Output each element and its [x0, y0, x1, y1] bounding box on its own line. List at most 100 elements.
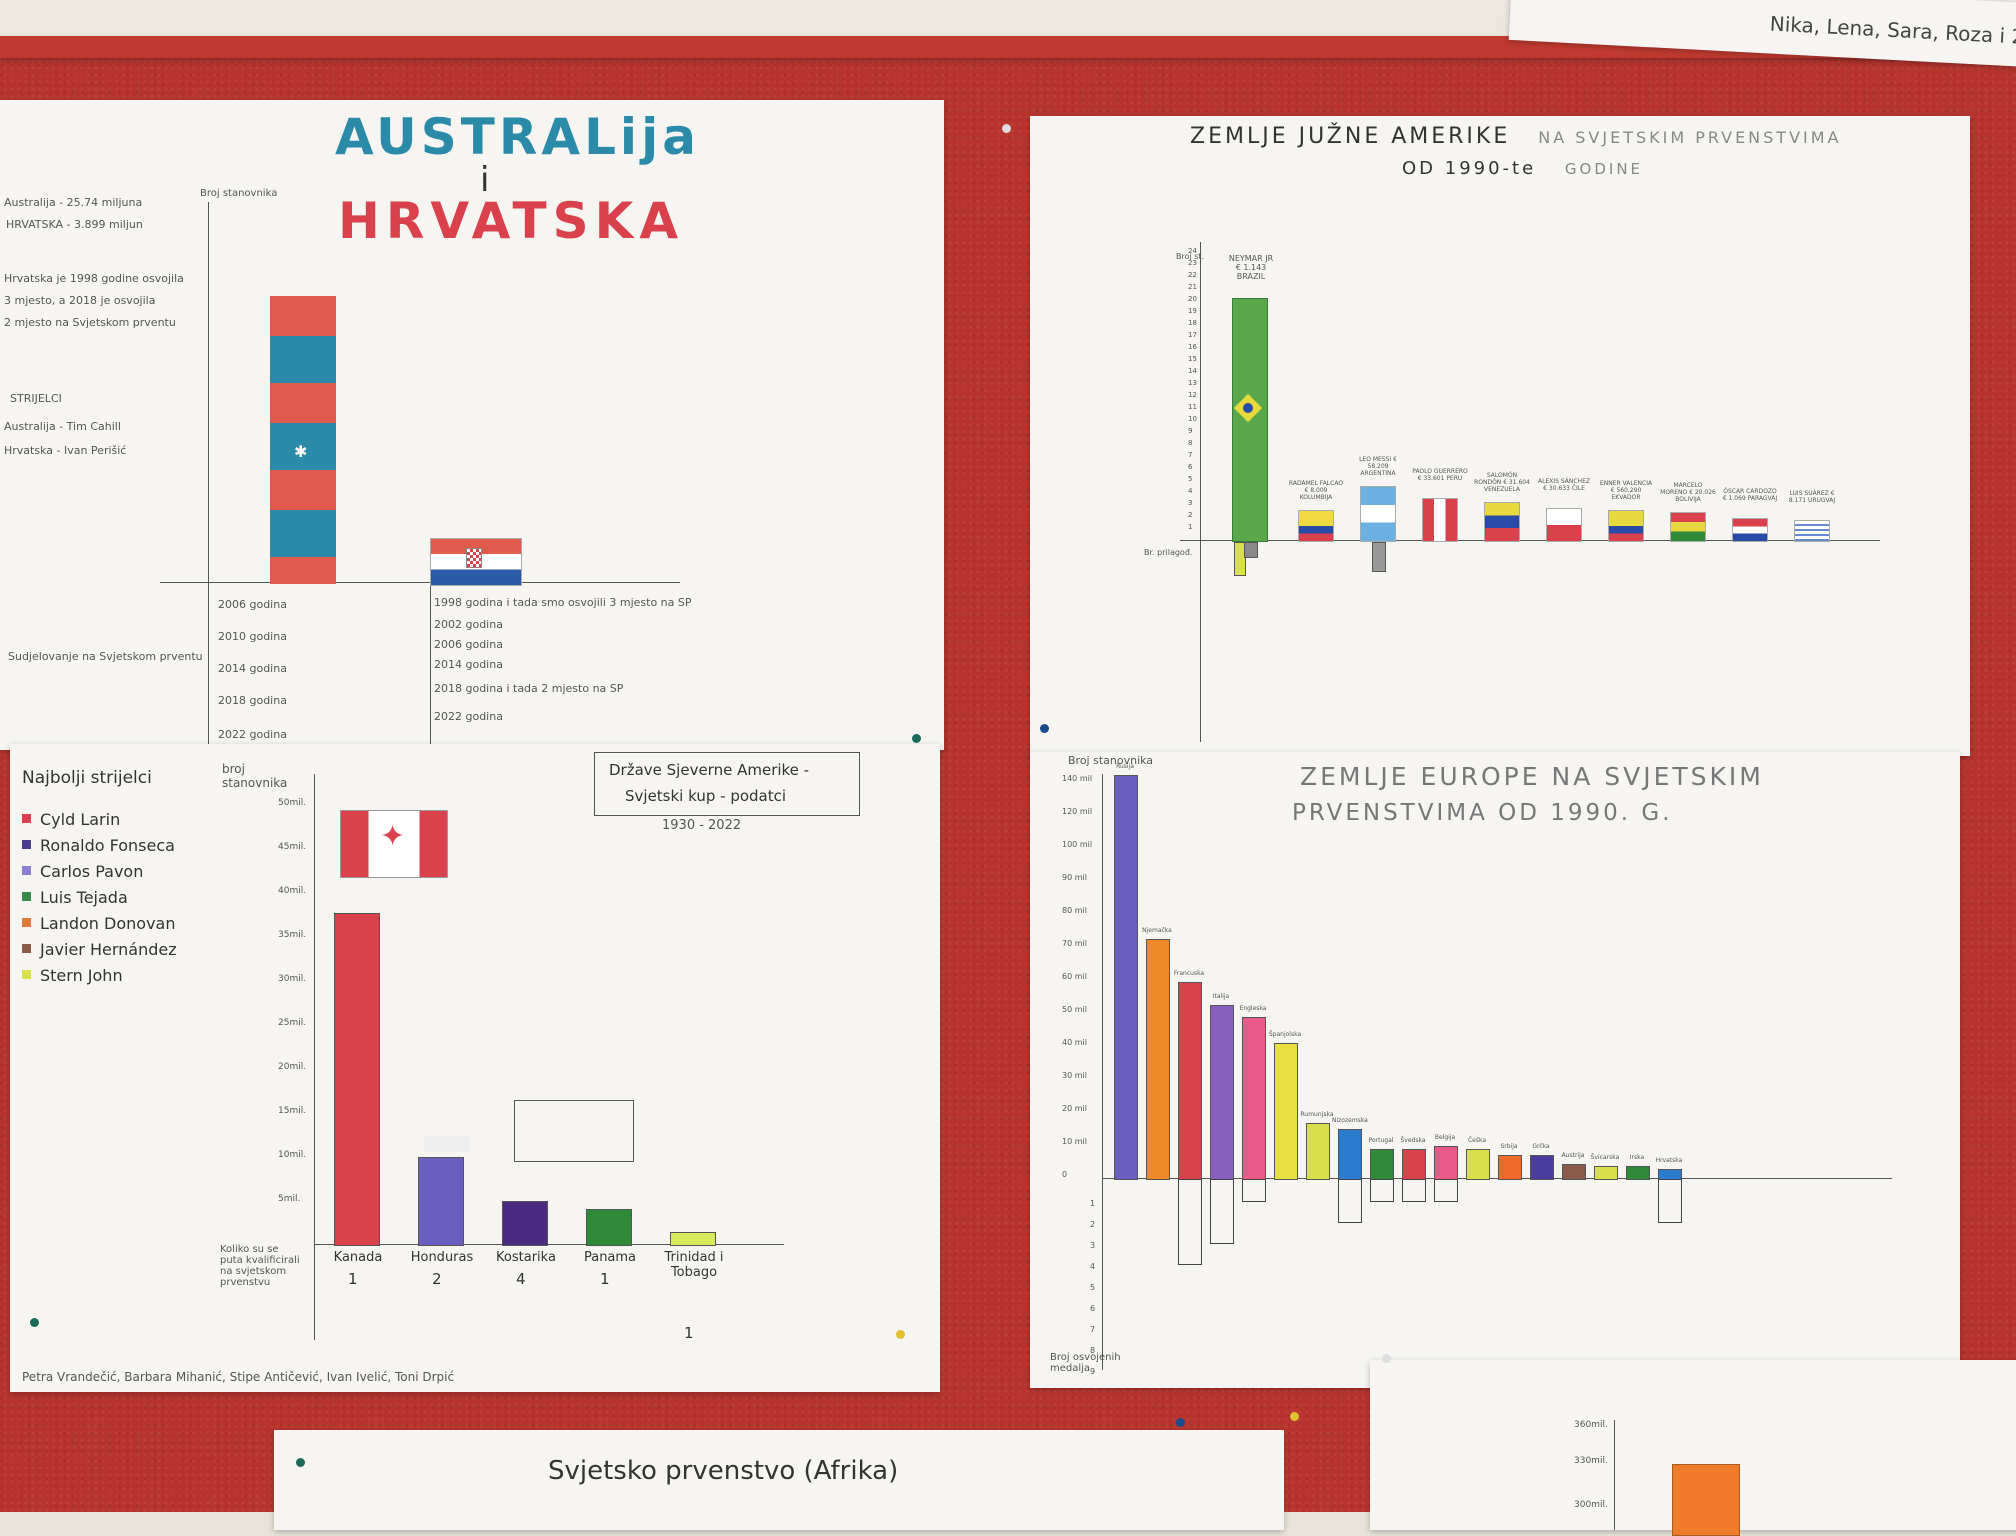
sa-top-label: NEYMAR JR € 1.143 BRAZIL — [1228, 254, 1274, 281]
aus-year-2: 2010 godina — [218, 630, 287, 643]
sa-bar-label: ENNER VALENCIA € 560.290 EKVADOR — [1599, 480, 1653, 501]
eu-bar-label: Francuska — [1173, 970, 1205, 978]
na-years: 1930 - 2022 — [662, 818, 742, 833]
sa-tick: 8 — [1188, 439, 1193, 447]
sa-tick: 19 — [1188, 307, 1197, 315]
pin — [30, 1318, 39, 1327]
sa-tick: 10 — [1188, 415, 1197, 423]
na-country-name: Kanada — [333, 1250, 383, 1265]
empty-flag-box — [514, 1100, 634, 1162]
aus-note-3: Hrvatska je 1998 godine osvojila — [4, 272, 184, 285]
eu-neg-bar — [1210, 1179, 1234, 1244]
br-tick-1: 360mil. — [1574, 1420, 1608, 1430]
brazil-globe-icon — [1243, 403, 1253, 413]
na-legend-swatch — [22, 814, 31, 823]
sa-tick: 23 — [1188, 259, 1197, 267]
eu-bar-label: Italija — [1212, 993, 1230, 1001]
na-tick: 40mil. — [278, 886, 307, 896]
sa-tick: 24 — [1188, 247, 1197, 255]
sa-tick: 7 — [1188, 451, 1193, 459]
eu-bar-label: Španjolska — [1268, 1030, 1302, 1038]
board-frame — [0, 36, 2016, 58]
br-y-axis — [1614, 1420, 1615, 1530]
sa-flag-bar — [1298, 510, 1334, 542]
na-country-count: 1 — [348, 1270, 358, 1288]
brazil-neg-bar-2 — [1244, 542, 1258, 558]
na-legend-swatch — [22, 892, 31, 901]
sa-tick: 22 — [1188, 271, 1197, 279]
eu-country-bar — [1594, 1166, 1618, 1180]
aus-note-2: HRVATSKA - 3.899 miljun — [6, 218, 143, 231]
aus-note-4: 3 mjesto, a 2018 je osvojila — [4, 294, 156, 307]
poster-north-america: Najbolji strijelci Cyld Larin Ronaldo Fon… — [10, 744, 940, 1392]
eu-tick: 20 mil — [1062, 1104, 1087, 1113]
argentina-neg-bar — [1372, 542, 1386, 572]
na-legend-swatch — [22, 918, 31, 927]
poster-bottom-right: 360mil. 330mil. 300mil. — [1370, 1360, 2016, 1536]
br-tick-3: 300mil. — [1574, 1500, 1608, 1510]
pin — [896, 1330, 905, 1339]
na-x-axis — [314, 1244, 784, 1245]
sa-tick: 18 — [1188, 319, 1197, 327]
na-country-name: Panama — [583, 1250, 637, 1265]
na-country-count: 4 — [516, 1270, 526, 1288]
aus-scorer-1: Australija - Tim Cahill — [4, 420, 121, 433]
eu-tick: 90 mil — [1062, 873, 1087, 882]
aus-year-5: 2022 godina — [218, 728, 287, 741]
sa-bar-label: ALEXIS SÁNCHEZ € 30.633 ČILE — [1538, 478, 1590, 492]
eu-bar-label: Belgija — [1434, 1134, 1456, 1142]
eu-neg-tick: 2 — [1090, 1220, 1096, 1229]
na-country-name: Trinidad i Tobago — [664, 1250, 724, 1280]
aus-note-5: 2 mjesto na Svjetskom prventu — [4, 316, 176, 329]
sa-tick: 11 — [1188, 403, 1197, 411]
eu-country-bar — [1114, 774, 1138, 1180]
eu-title-1: ZEMLJE EUROPE NA SVJETSKIM — [1300, 762, 1764, 791]
eu-tick: 40 mil — [1062, 1038, 1087, 1047]
na-tick: 35mil. — [278, 930, 307, 940]
sa-tick: 4 — [1188, 487, 1193, 495]
aus-x-axis — [160, 582, 680, 583]
eu-country-bar — [1306, 1123, 1330, 1180]
eu-bar-label: Švicarska — [1590, 1154, 1620, 1162]
eu-bar-label: Irska — [1629, 1154, 1645, 1162]
eu-bar-label: Austrija — [1561, 1151, 1585, 1159]
eu-bar-label: Rusija — [1116, 762, 1134, 770]
eu-country-bar — [1402, 1149, 1426, 1180]
na-tick: 25mil. — [278, 1018, 307, 1028]
pin — [1382, 1354, 1391, 1363]
na-authors: Petra Vrandečić, Barbara Mihanić, Stipe … — [22, 1370, 455, 1384]
poster-south-america: ZEMLJE JUŽNE AMERIKE NA SVJETSKIM PRVENS… — [1030, 116, 1970, 756]
sa-flag-bar — [1484, 502, 1520, 542]
na-tick: 50mil. — [278, 798, 307, 808]
eu-bar-label: Portugal — [1368, 1137, 1394, 1145]
sa-tick: 17 — [1188, 331, 1197, 339]
eu-bar-label: Češka — [1467, 1137, 1487, 1145]
eu-neg-tick: 8 — [1090, 1346, 1096, 1355]
eu-neg-bar — [1338, 1179, 1362, 1223]
sa-bar-label: MARCELO MORENO € 20.026 BOLIVIJA — [1660, 482, 1716, 503]
na-box-title-2: Svjetski kup - podatci — [625, 787, 787, 805]
sa-title-cont: NA SVJETSKIM PRVENSTVIMA — [1538, 128, 1842, 147]
sa-tick: 2 — [1188, 511, 1193, 519]
na-x-note: Koliko su se puta kvalificirali na svjet… — [220, 1244, 300, 1288]
sa-x-axis — [1180, 540, 1880, 541]
poster-africa: Svjetsko prvenstvo (Afrika) — [274, 1430, 1284, 1530]
cro-year-6: 2022 godina — [434, 710, 503, 723]
na-y-axis — [314, 774, 315, 1340]
sa-tick: 14 — [1188, 367, 1197, 375]
eu-neg-label: Broj osvojenih medalja — [1050, 1352, 1121, 1374]
eu-tick: 0 — [1062, 1170, 1068, 1179]
cro-year-5: 2018 godina i tada 2 mjesto na SP — [434, 682, 624, 695]
sa-tick: 15 — [1188, 355, 1197, 363]
eu-neg-tick: 9 — [1090, 1367, 1096, 1376]
aus-y-axis-label: Broj stanovnika — [200, 188, 278, 199]
eu-bar-label: Grčka — [1532, 1142, 1550, 1150]
aus-year-4: 2018 godina — [218, 694, 287, 707]
honduras-flag — [424, 1136, 470, 1152]
eu-country-bar — [1274, 1042, 1298, 1180]
na-legend-swatch — [22, 840, 31, 849]
eu-neg-bar — [1242, 1179, 1266, 1202]
eu-neg-tick: 1 — [1090, 1199, 1096, 1208]
aus-title-line1: AUSTRALija — [335, 108, 700, 166]
na-title-box: Države Sjeverne Amerike - Svjetski kup -… — [594, 752, 860, 816]
